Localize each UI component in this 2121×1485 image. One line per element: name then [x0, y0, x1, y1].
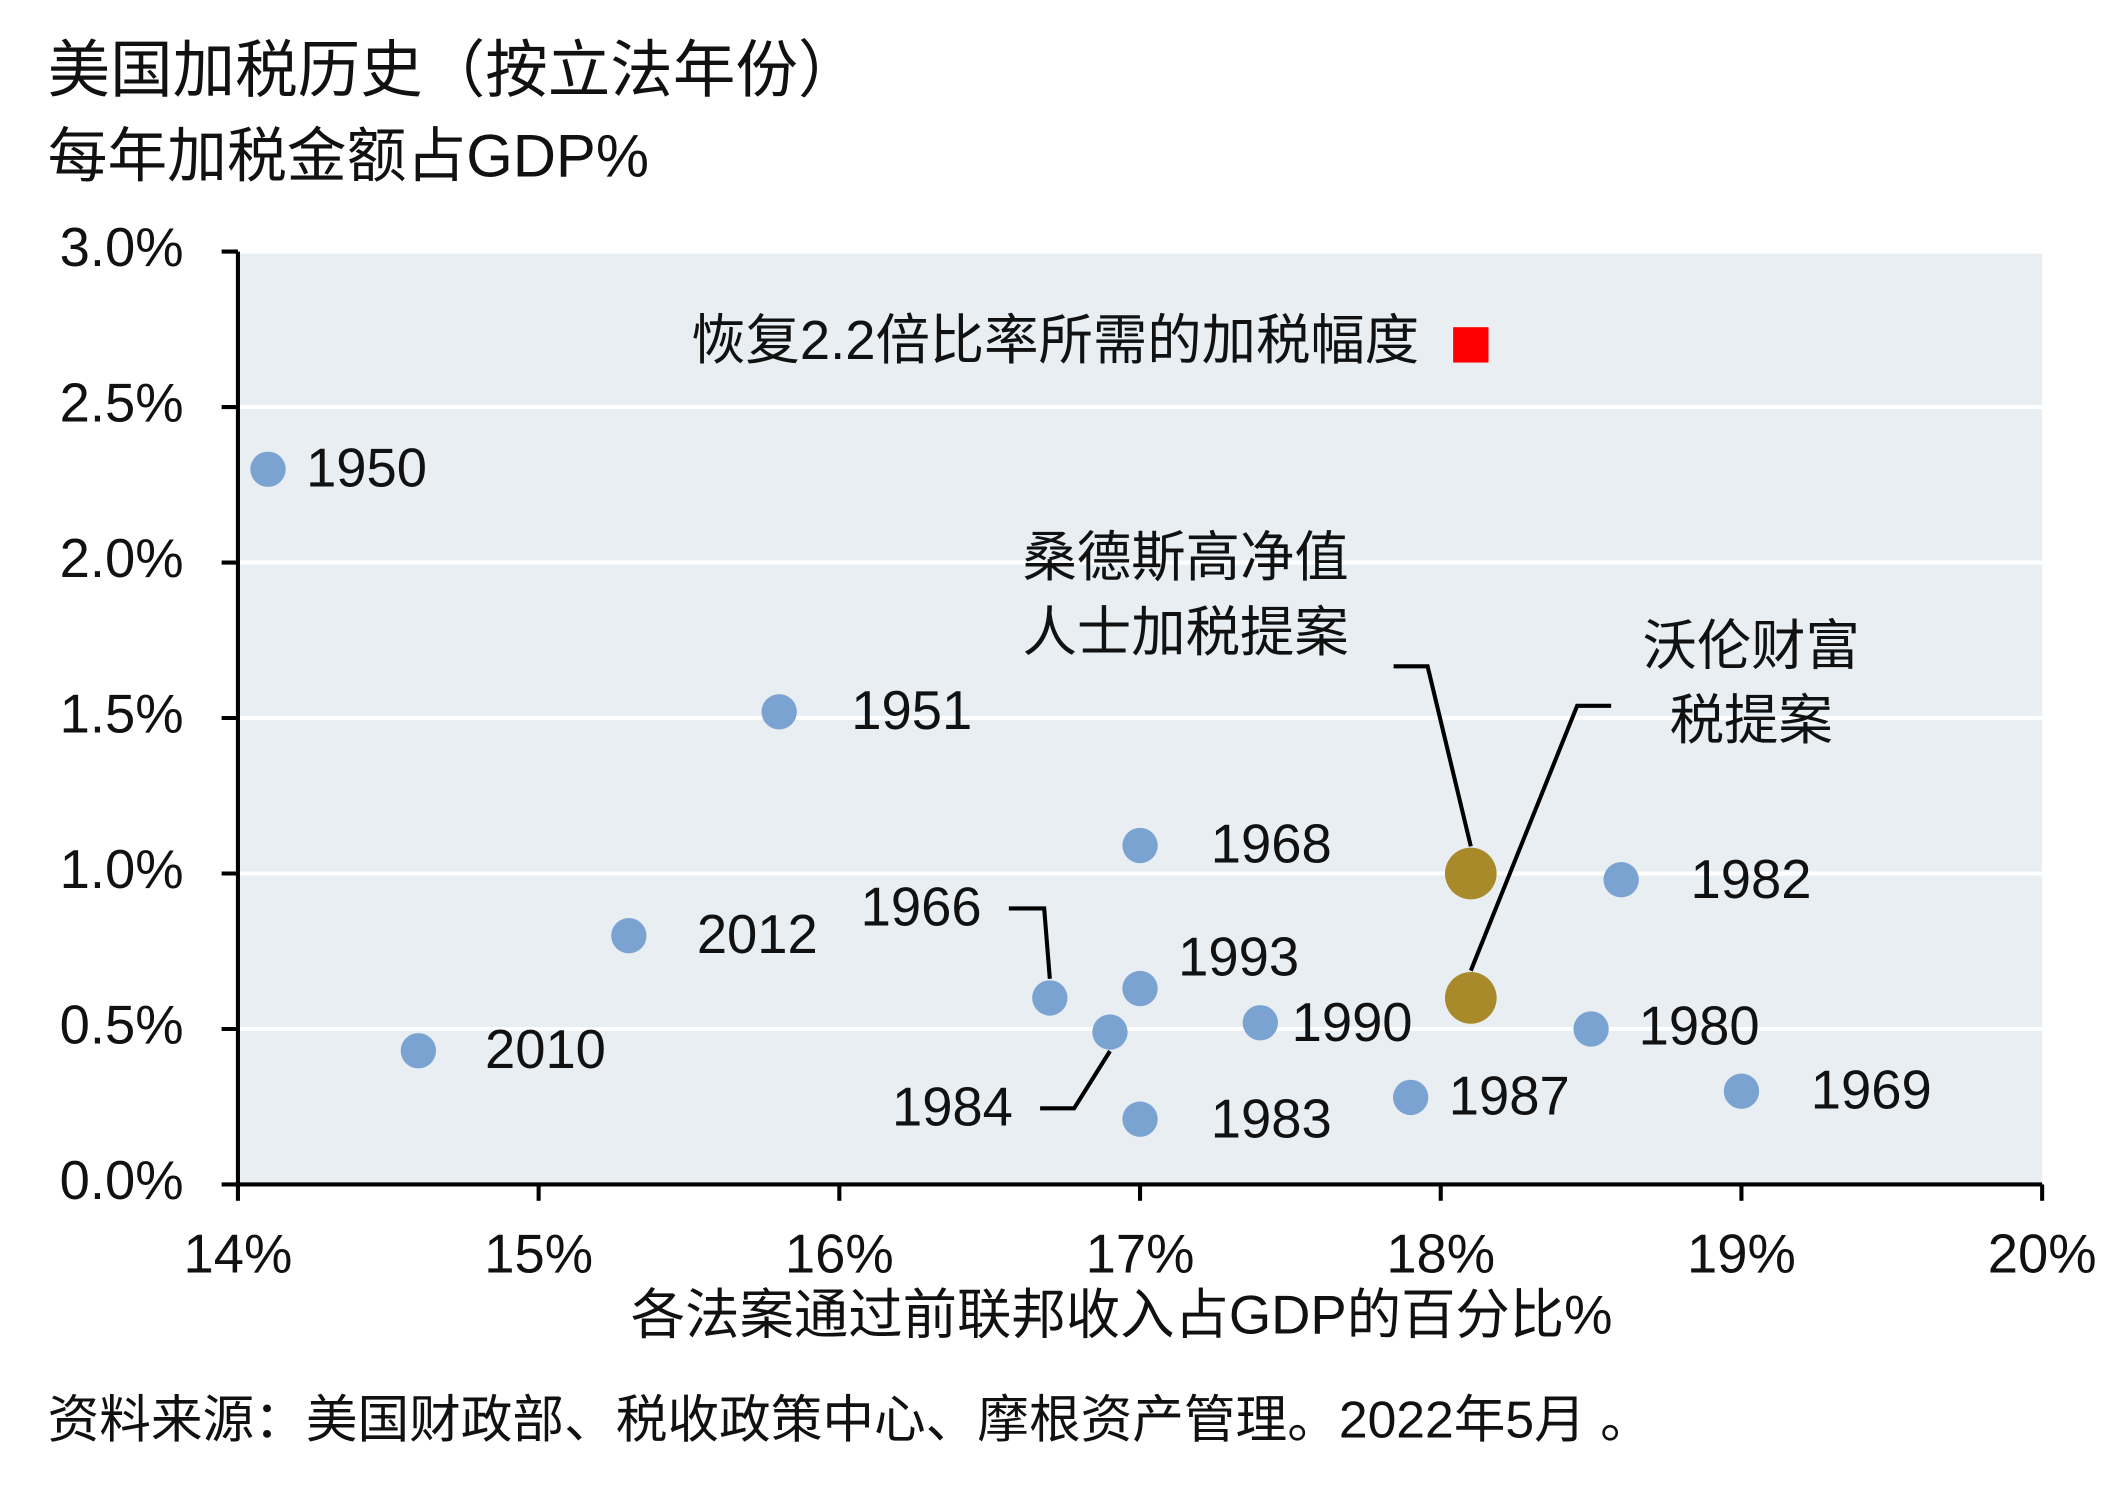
proposal-point — [1444, 847, 1497, 900]
point-label: 2012 — [697, 904, 818, 965]
point-label: 1984 — [892, 1076, 1013, 1137]
data-point — [250, 451, 286, 487]
x-tick-label: 19% — [1687, 1223, 1796, 1284]
leader-line — [1468, 703, 1612, 972]
point-label: 1950 — [306, 437, 427, 498]
x-tick-label: 17% — [1086, 1223, 1195, 1284]
target-label: 恢复2.2倍比率所需的加税幅度 — [691, 310, 1419, 371]
point-label: 1951 — [851, 680, 972, 741]
y-tick-label: 0.0% — [60, 1150, 184, 1211]
data-point — [400, 1033, 437, 1069]
point-label: 1990 — [1292, 992, 1413, 1053]
point-label: 1983 — [1211, 1089, 1332, 1150]
annotation: 桑德斯高净值 — [1022, 527, 1348, 588]
x-tick-label: 18% — [1386, 1223, 1495, 1284]
point-label: 1980 — [1639, 996, 1760, 1057]
data-point — [1032, 980, 1068, 1016]
data-point — [1122, 1101, 1158, 1137]
chart-title: 美国加税历史（按立法年份） — [48, 35, 861, 105]
annotation: 税提案 — [1670, 690, 1833, 751]
data-point — [1242, 1005, 1278, 1041]
y-tick-label: 1.5% — [60, 683, 184, 744]
y-tick-label: 3.0% — [60, 217, 184, 278]
data-point — [1723, 1073, 1760, 1109]
x-axis-label: 各法案通过前联邦收入占GDP的百分比% — [631, 1284, 1613, 1345]
point-label: 1966 — [861, 876, 982, 937]
data-point — [1122, 970, 1158, 1007]
y-tick-label: 1.0% — [60, 839, 184, 900]
leader-line — [1393, 664, 1473, 847]
annotation: 沃伦财富 — [1642, 615, 1859, 676]
point-label: 1993 — [1178, 927, 1299, 988]
data-point — [1392, 1079, 1429, 1116]
y-tick-label: 2.5% — [60, 372, 184, 433]
point-label: 1987 — [1449, 1065, 1570, 1126]
data-point — [1573, 1011, 1609, 1047]
x-tick-label: 15% — [484, 1223, 593, 1284]
x-tick-label: 20% — [1988, 1223, 2097, 1284]
point-label: 1982 — [1691, 849, 1812, 910]
leader-line — [1040, 1050, 1112, 1111]
source-note: 资料来源：美国财政部、税收政策中心、摩根资产管理。2022年5月 。 — [48, 1390, 1652, 1448]
target-marker — [1453, 327, 1489, 363]
annotation: 人士加税提案 — [1022, 602, 1348, 663]
point-label: 1969 — [1811, 1059, 1932, 1120]
chart-subtitle: 每年加税金额占GDP% — [48, 122, 649, 189]
point-label: 1968 — [1211, 814, 1332, 875]
y-tick-label: 2.0% — [60, 528, 184, 589]
data-point — [1122, 827, 1158, 864]
leader-line — [1008, 906, 1052, 980]
data-point — [611, 918, 647, 954]
proposal-point — [1444, 972, 1497, 1024]
data-point — [1603, 862, 1639, 898]
x-tick-label: 14% — [184, 1223, 293, 1284]
x-tick-label: 16% — [785, 1223, 894, 1284]
data-point — [1092, 1014, 1128, 1050]
point-label: 2010 — [485, 1019, 606, 1080]
data-point — [761, 694, 797, 730]
y-tick-label: 0.5% — [60, 994, 184, 1055]
